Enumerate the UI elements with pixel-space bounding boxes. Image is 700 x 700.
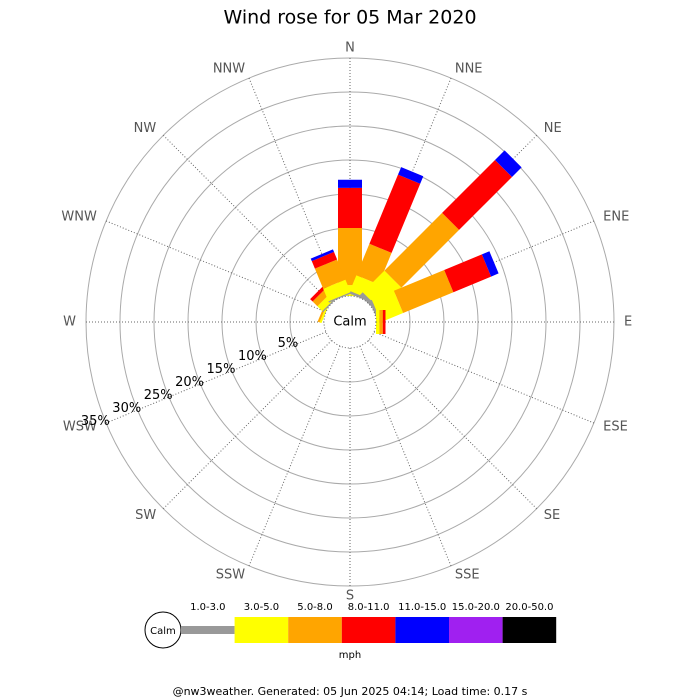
legend-swatch	[288, 617, 342, 643]
wind-bar	[310, 249, 334, 262]
direction-label: WNW	[61, 210, 97, 225]
direction-label: NW	[134, 121, 157, 136]
calm-label: Calm	[333, 315, 366, 330]
wind-bar	[338, 179, 362, 188]
ring-label: 20%	[175, 375, 204, 390]
wind-bar	[311, 251, 338, 269]
direction-label: ENE	[603, 210, 629, 225]
direction-label: SW	[135, 508, 156, 523]
footer: @nw3weather. Generated: 05 Jun 2025 04:1…	[173, 685, 528, 698]
legend-label: 3.0-5.0	[244, 602, 279, 613]
wind-bar	[481, 251, 499, 277]
direction-label: WSW	[63, 419, 97, 434]
wind-bar	[323, 279, 351, 302]
spoke	[105, 331, 327, 424]
spoke	[373, 331, 595, 424]
wind-bar	[384, 212, 460, 288]
wind-bar	[379, 310, 383, 334]
ring-label: 10%	[238, 349, 267, 364]
direction-label: NNW	[213, 61, 245, 76]
wind-bar	[338, 228, 362, 286]
legend-swatch	[234, 617, 289, 643]
legend-swatch	[395, 617, 449, 643]
ring-label: 35%	[81, 414, 110, 429]
direction-label: SE	[544, 508, 560, 523]
wind-bar	[393, 270, 454, 313]
spoke	[162, 340, 332, 510]
direction-label: NNE	[455, 61, 483, 76]
ring-grid	[153, 125, 547, 519]
legend-label: 20.0-50.0	[505, 602, 553, 613]
direction-label: ESE	[603, 419, 628, 434]
calm-circle	[323, 295, 377, 349]
ring-label: 30%	[112, 401, 141, 416]
wind-bar	[376, 310, 380, 334]
direction-label: SSW	[216, 568, 246, 583]
legend-label: 1.0-3.0	[190, 602, 225, 613]
legend-swatch	[502, 617, 557, 643]
wind-bar	[444, 254, 492, 293]
wind-bar	[398, 167, 424, 184]
direction-label: W	[63, 315, 76, 330]
legend-label: 15.0-20.0	[452, 602, 500, 613]
legend-swatch	[449, 617, 503, 643]
wind-bar	[362, 270, 402, 310]
direction-label: NE	[544, 121, 562, 136]
legend-calm-label: Calm	[150, 626, 176, 637]
legend-unit: mph	[339, 650, 361, 661]
ring-label: 15%	[207, 362, 236, 377]
spoke	[105, 220, 327, 313]
spoke	[162, 134, 332, 304]
direction-label: E	[624, 315, 632, 330]
legend-label: 11.0-15.0	[398, 602, 446, 613]
ring-label: 25%	[144, 388, 173, 403]
ring-label: 5%	[278, 336, 299, 351]
wind-bar	[369, 174, 421, 253]
wind-bar	[338, 187, 362, 228]
legend-label: 8.0-11.0	[348, 602, 390, 613]
legend-swatch	[181, 626, 235, 634]
chart-title: Wind rose for 05 Mar 2020	[223, 7, 476, 29]
wind-bar	[495, 150, 522, 177]
wind-bar	[356, 243, 392, 285]
spoke	[248, 345, 341, 567]
direction-label: SSE	[455, 568, 480, 583]
wind-bar	[314, 259, 346, 289]
legend-swatch	[341, 617, 396, 643]
direction-label: N	[345, 41, 355, 56]
spoke	[368, 340, 538, 510]
wind-bar	[328, 292, 352, 303]
legend-label: 5.0-8.0	[297, 602, 332, 613]
wind-bar	[442, 160, 512, 230]
direction-label: S	[346, 589, 354, 604]
wind-bar	[382, 310, 386, 334]
spoke	[359, 345, 452, 567]
